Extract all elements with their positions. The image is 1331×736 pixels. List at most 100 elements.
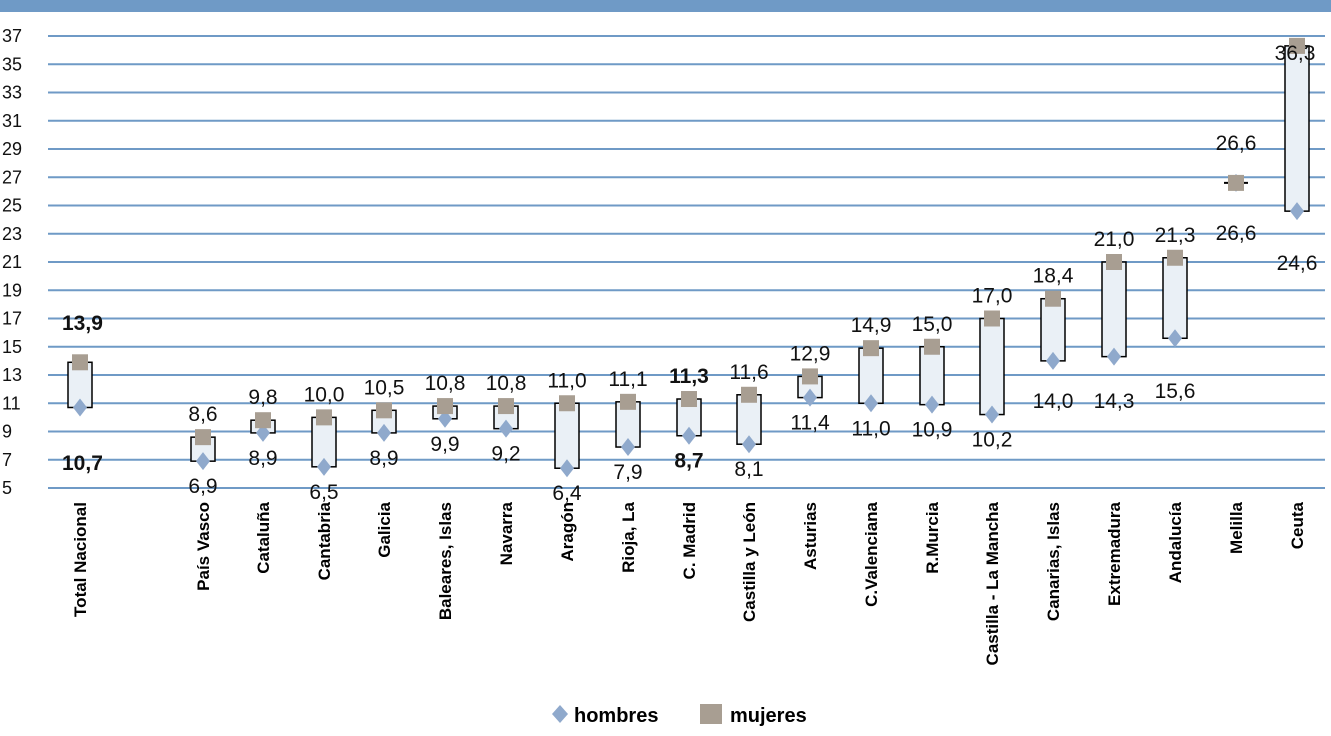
- range-bar: [554, 402, 580, 469]
- hombres-marker: [438, 409, 452, 428]
- mujeres-value-label: 10,8: [425, 372, 466, 395]
- mujeres-marker: [72, 354, 88, 371]
- hombres-marker: [377, 423, 391, 442]
- category-label: Extremadura: [1105, 501, 1124, 605]
- top-accent-bar: [0, 0, 1331, 12]
- mujeres-marker: [559, 395, 575, 412]
- hombres-marker: [1107, 347, 1121, 366]
- y-tick-label: 23: [2, 224, 22, 244]
- category-label: Castilla - La Mancha: [983, 501, 1002, 665]
- y-tick-label: 29: [2, 139, 22, 159]
- mujeres-value-label: 36,3: [1275, 42, 1316, 65]
- hombres-value-label: 10,7: [62, 452, 103, 475]
- category-label: Navarra: [497, 501, 516, 565]
- hombres-marker: [621, 438, 635, 457]
- hombres-value-label: 6,4: [552, 482, 582, 505]
- hombres-marker: [499, 419, 513, 438]
- category-label: Canarias, Islas: [1044, 502, 1063, 621]
- mujeres-marker: [1289, 37, 1305, 54]
- category-label: País Vasco: [194, 502, 213, 591]
- hombres-value-label: 7,9: [613, 461, 642, 484]
- y-tick-label: 31: [2, 111, 22, 131]
- range-bar: [1101, 261, 1127, 358]
- hombres-value-label: 10,2: [972, 429, 1013, 452]
- y-tick-label: 19: [2, 280, 22, 300]
- legend-hombres-label: hombres: [574, 705, 658, 727]
- hombres-value-label: 15,6: [1155, 380, 1196, 403]
- hombres-value-label: 11,4: [790, 412, 830, 435]
- mujeres-value-label: 12,9: [790, 342, 831, 365]
- y-tick-label: 25: [2, 196, 22, 216]
- mujeres-value-label: 10,0: [304, 383, 345, 406]
- category-label: Asturias: [801, 502, 820, 570]
- mujeres-marker: [1167, 249, 1183, 266]
- hombres-marker: [196, 452, 210, 471]
- category-label: Ceuta: [1288, 501, 1307, 549]
- mujeres-marker: [255, 412, 271, 429]
- mujeres-marker: [741, 386, 757, 403]
- range-bar: [1284, 45, 1310, 212]
- hombres-marker: [682, 426, 696, 445]
- mujeres-value-label: 26,6: [1216, 132, 1257, 155]
- mujeres-value-label: 8,6: [188, 403, 217, 426]
- mujeres-marker: [376, 402, 392, 419]
- hombres-value-label: 14,3: [1094, 390, 1135, 413]
- y-tick-label: 17: [2, 309, 22, 329]
- y-tick-label: 15: [2, 337, 22, 357]
- mujeres-value-label: 11,3: [669, 365, 709, 388]
- y-tick-label: 13: [2, 365, 22, 385]
- hombres-value-label: 8,7: [674, 450, 703, 473]
- range-bar: [1162, 257, 1188, 340]
- y-tick-label: 35: [2, 54, 22, 74]
- y-tick-label: 21: [2, 252, 22, 272]
- mujeres-value-label: 18,4: [1033, 265, 1074, 288]
- mujeres-marker: [1106, 254, 1122, 270]
- hombres-value-label: 6,9: [188, 475, 217, 498]
- hombres-value-label: 24,6: [1277, 252, 1318, 275]
- category-label: Castilla y León: [740, 502, 759, 622]
- hombres-marker: [985, 405, 999, 424]
- category-label: C.Valenciana: [862, 501, 881, 606]
- mujeres-value-label: 10,8: [486, 372, 527, 395]
- mujeres-value-label: 21,0: [1094, 228, 1135, 251]
- mujeres-marker: [195, 429, 211, 446]
- hombres-marker: [1168, 329, 1182, 348]
- hombres-value-label: 8,1: [734, 458, 763, 481]
- category-label: Baleares, Islas: [436, 502, 455, 620]
- hombres-value-label: 26,6: [1216, 222, 1257, 245]
- hombres-marker: [803, 388, 817, 407]
- hombres-value-label: 9,2: [491, 443, 520, 466]
- mujeres-value-label: 13,9: [62, 312, 103, 335]
- mujeres-marker: [1228, 174, 1244, 191]
- hombres-value-label: 6,5: [309, 481, 338, 504]
- legend-hombres-icon: [552, 705, 568, 723]
- y-tick-label: 5: [2, 478, 12, 498]
- hombres-marker: [925, 395, 939, 414]
- y-tick-label: 7: [2, 450, 12, 470]
- mujeres-marker: [498, 398, 514, 415]
- category-label: Rioja, La: [619, 501, 638, 572]
- hombres-value-label: 10,9: [912, 419, 953, 442]
- category-label: Cantabria: [315, 501, 334, 580]
- mujeres-marker: [924, 338, 940, 355]
- mujeres-value-label: 9,8: [248, 386, 277, 409]
- category-label: Cataluña: [254, 501, 273, 573]
- hombres-value-label: 11,0: [851, 417, 890, 440]
- hombres-marker: [256, 423, 270, 442]
- mujeres-value-label: 11,6: [729, 361, 768, 384]
- mujeres-value-label: 14,9: [851, 314, 892, 337]
- hombres-marker: [1046, 351, 1060, 370]
- category-label: R.Murcia: [923, 501, 942, 573]
- hombres-value-label: 9,9: [430, 433, 459, 456]
- mujeres-value-label: 11,1: [608, 368, 647, 391]
- mujeres-marker: [863, 340, 879, 357]
- y-tick-label: 33: [2, 83, 22, 103]
- hombres-value-label: 8,9: [248, 447, 277, 470]
- category-label: Melilla: [1227, 501, 1246, 554]
- mujeres-marker: [620, 393, 636, 410]
- y-tick-label: 27: [2, 167, 22, 187]
- hombres-marker: [742, 435, 756, 454]
- mujeres-value-label: 11,0: [547, 369, 586, 392]
- hombres-marker: [317, 457, 331, 476]
